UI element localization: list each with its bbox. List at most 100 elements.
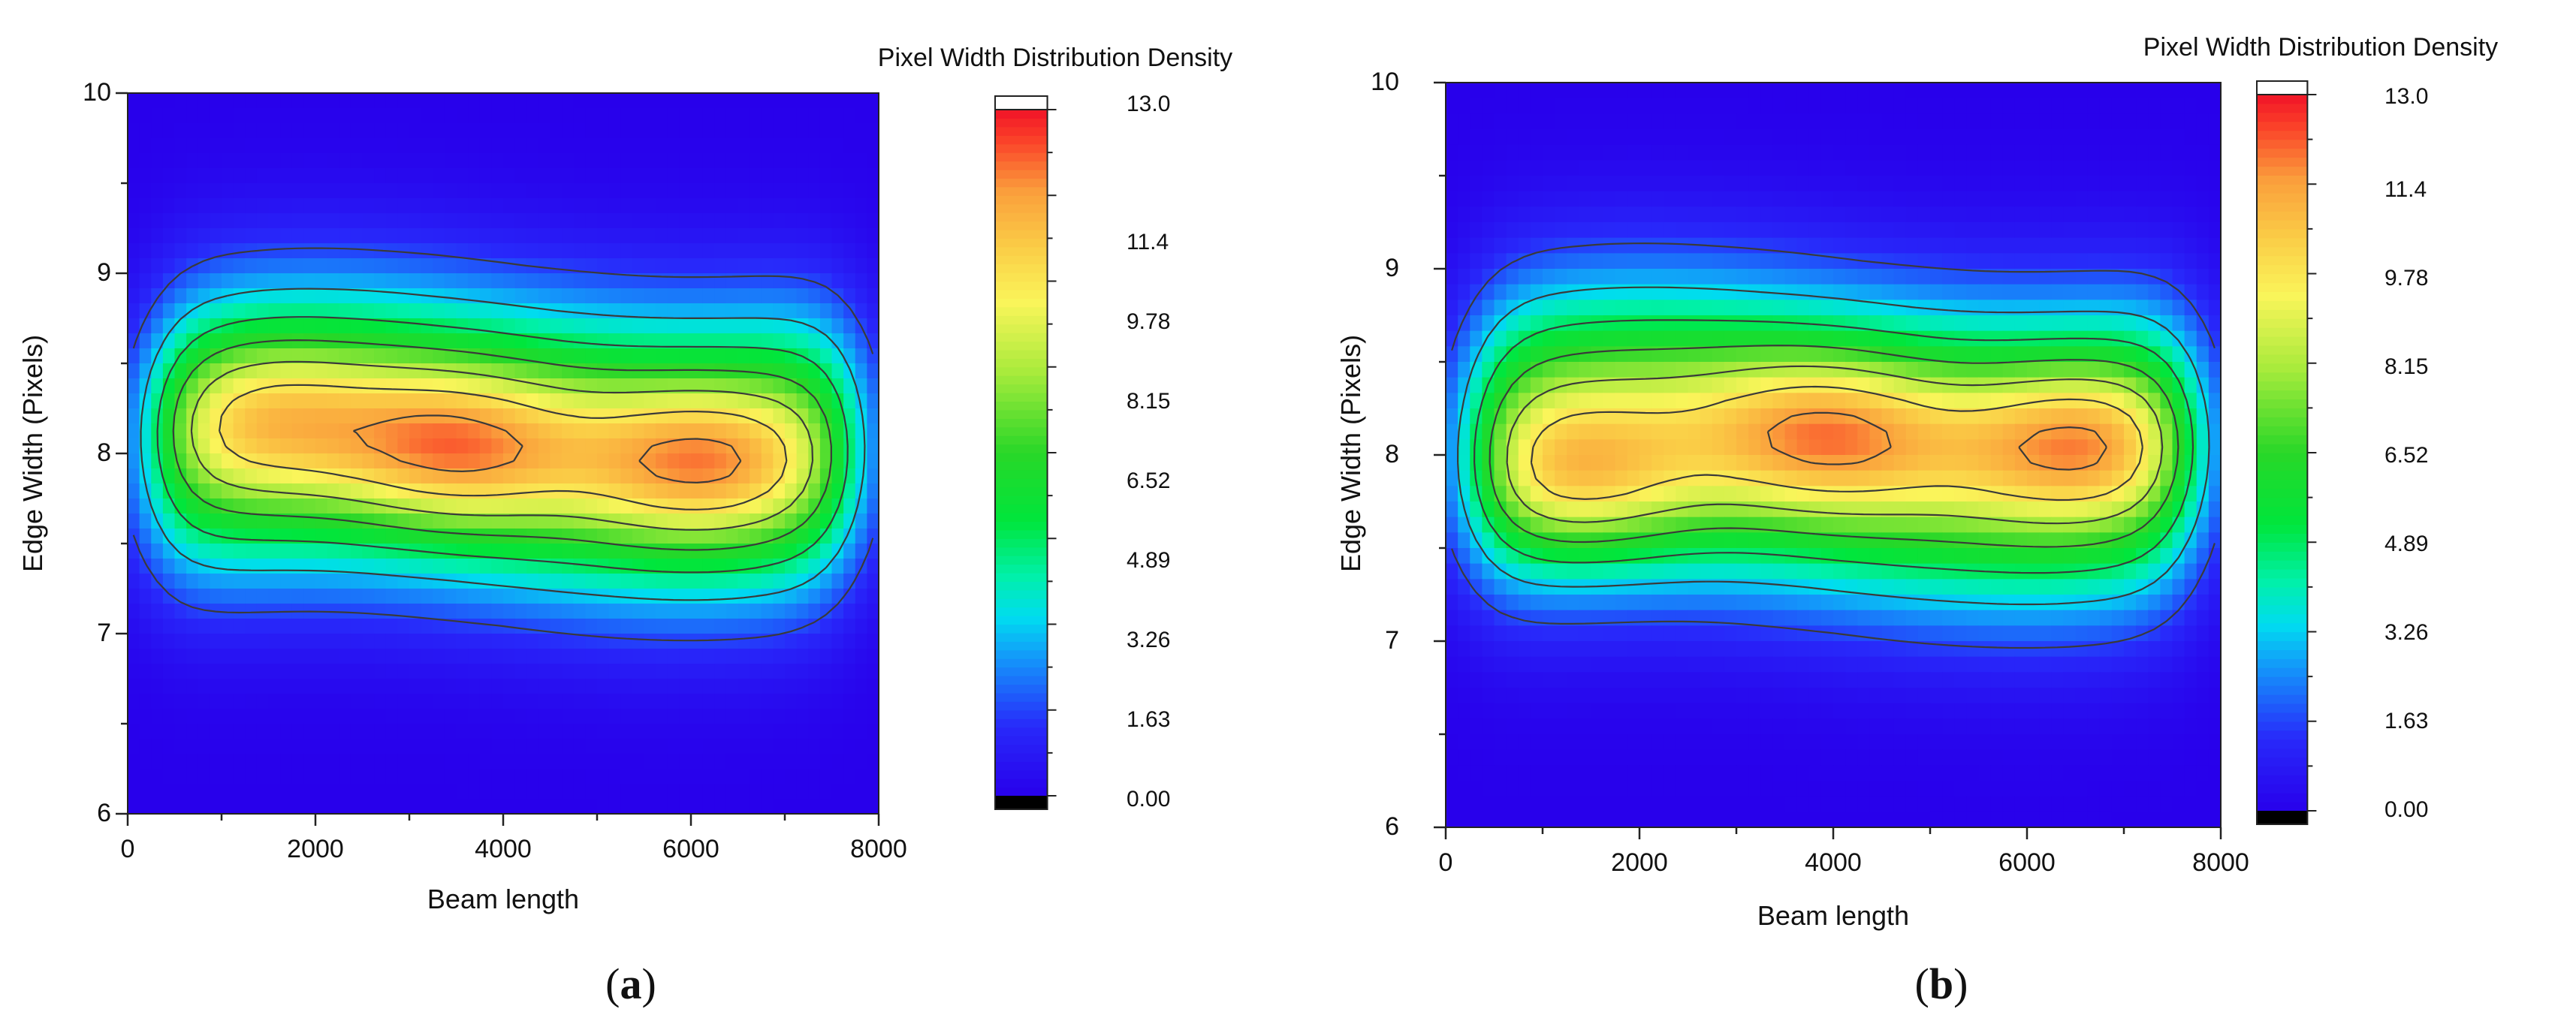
heatmap-cell (162, 784, 176, 800)
heatmap-cell (385, 228, 398, 244)
heatmap-cell (573, 393, 586, 409)
colorbar-band (995, 529, 1048, 539)
heatmap-cell (2124, 98, 2137, 114)
heatmap-cell (1518, 160, 1531, 176)
heatmap-cell (2136, 206, 2149, 223)
heatmap-cell (303, 138, 316, 154)
heatmap-cell (738, 258, 750, 274)
heatmap-cell (162, 438, 176, 454)
heatmap-cell (1688, 206, 1701, 223)
heatmap-cell (702, 544, 715, 559)
heatmap-cell (644, 589, 656, 604)
heatmap-cell (1857, 470, 1870, 486)
heatmap-cell (1833, 486, 1846, 502)
heatmap-cell (761, 679, 774, 694)
heatmap-cell (421, 108, 433, 124)
heatmap-cell (831, 619, 844, 634)
heatmap-cell (1506, 237, 1519, 254)
heatmap-cell (538, 108, 551, 124)
heatmap-cell (773, 303, 786, 319)
heatmap-cell (1954, 393, 1967, 409)
heatmap-cell (409, 498, 422, 514)
heatmap-cell (409, 273, 422, 289)
heatmap-cell (198, 634, 210, 649)
heatmap-cell (198, 664, 210, 679)
heatmap-cell (1615, 206, 1628, 223)
heatmap-cell (761, 258, 774, 274)
heatmap-cell (1518, 300, 1531, 316)
heatmap-cell (350, 664, 363, 679)
heatmap-cell (479, 138, 492, 154)
heatmap-cell (1615, 191, 1628, 207)
heatmap-cell (667, 348, 680, 364)
heatmap-cell (1869, 222, 1883, 239)
heatmap-cell (2051, 237, 2064, 254)
heatmap-cell (1543, 455, 1555, 471)
heatmap-cell (1942, 300, 1955, 316)
heatmap-cell (2002, 83, 2016, 99)
heatmap-cell (656, 408, 668, 424)
heatmap-cell (268, 709, 281, 724)
heatmap-cell (1567, 98, 1579, 114)
heatmap-cell (691, 559, 704, 574)
heatmap-cell (256, 438, 270, 454)
heatmap-cell (1603, 160, 1616, 176)
heatmap-cell (725, 468, 739, 484)
heatmap-cell (773, 483, 786, 499)
heatmap-cell (608, 138, 621, 154)
heatmap-cell (2014, 393, 2028, 409)
heatmap-cell (2027, 423, 2040, 440)
heatmap-cell (1869, 176, 1883, 192)
heatmap-cell (573, 574, 586, 589)
heatmap-cell (374, 183, 387, 199)
heatmap-cell (444, 513, 457, 529)
heatmap-cell (2208, 362, 2222, 378)
heatmap-cell (421, 273, 433, 289)
heatmap-cell (1700, 206, 1713, 223)
heatmap-cell (1736, 284, 1749, 300)
heatmap-cell (374, 769, 387, 785)
heatmap-cell (1470, 377, 1483, 393)
x-tick-label: 0 (121, 835, 135, 863)
heatmap-cell (233, 408, 246, 424)
heatmap-cell (597, 303, 610, 319)
heatmap-cell (1978, 98, 1992, 114)
heatmap-cell (1555, 191, 1567, 207)
heatmap-cell (608, 168, 621, 184)
heatmap-cell (808, 694, 821, 709)
heatmap-cell (725, 483, 739, 499)
heatmap-cell (585, 694, 598, 709)
heatmap-cell (151, 318, 164, 334)
heatmap-cell (2087, 470, 2101, 486)
heatmap-cell (198, 754, 210, 769)
heatmap-cell (562, 619, 575, 634)
heatmap-cell (1627, 98, 1640, 114)
heatmap-cell (1664, 455, 1676, 471)
heatmap-cell (256, 799, 270, 815)
heatmap-cell (1748, 191, 1761, 207)
heatmap-cell (725, 138, 739, 154)
heatmap-cell (632, 213, 645, 229)
heatmap-cell (2111, 113, 2125, 130)
heatmap-cell (174, 739, 187, 754)
heatmap-cell (491, 213, 504, 229)
heatmap-cell (750, 784, 762, 800)
heatmap-cell (1905, 176, 1919, 192)
heatmap-cell (128, 348, 140, 364)
heatmap-cell (256, 393, 270, 409)
heatmap-cell (468, 483, 481, 499)
heatmap-cell (491, 784, 504, 800)
heatmap-cell (2051, 408, 2064, 425)
heatmap-cell (479, 498, 492, 514)
heatmap-cell (374, 468, 387, 484)
heatmap-cell (468, 498, 481, 514)
heatmap-cell (562, 138, 575, 154)
heatmap-cell (573, 799, 586, 815)
heatmap-cell (1688, 455, 1701, 471)
heatmap-cell (796, 153, 809, 169)
heatmap-cell (139, 93, 152, 109)
heatmap-cell (315, 754, 328, 769)
heatmap-cell (1724, 470, 1737, 486)
heatmap-cell (656, 604, 668, 619)
heatmap-cell (1724, 423, 1737, 440)
